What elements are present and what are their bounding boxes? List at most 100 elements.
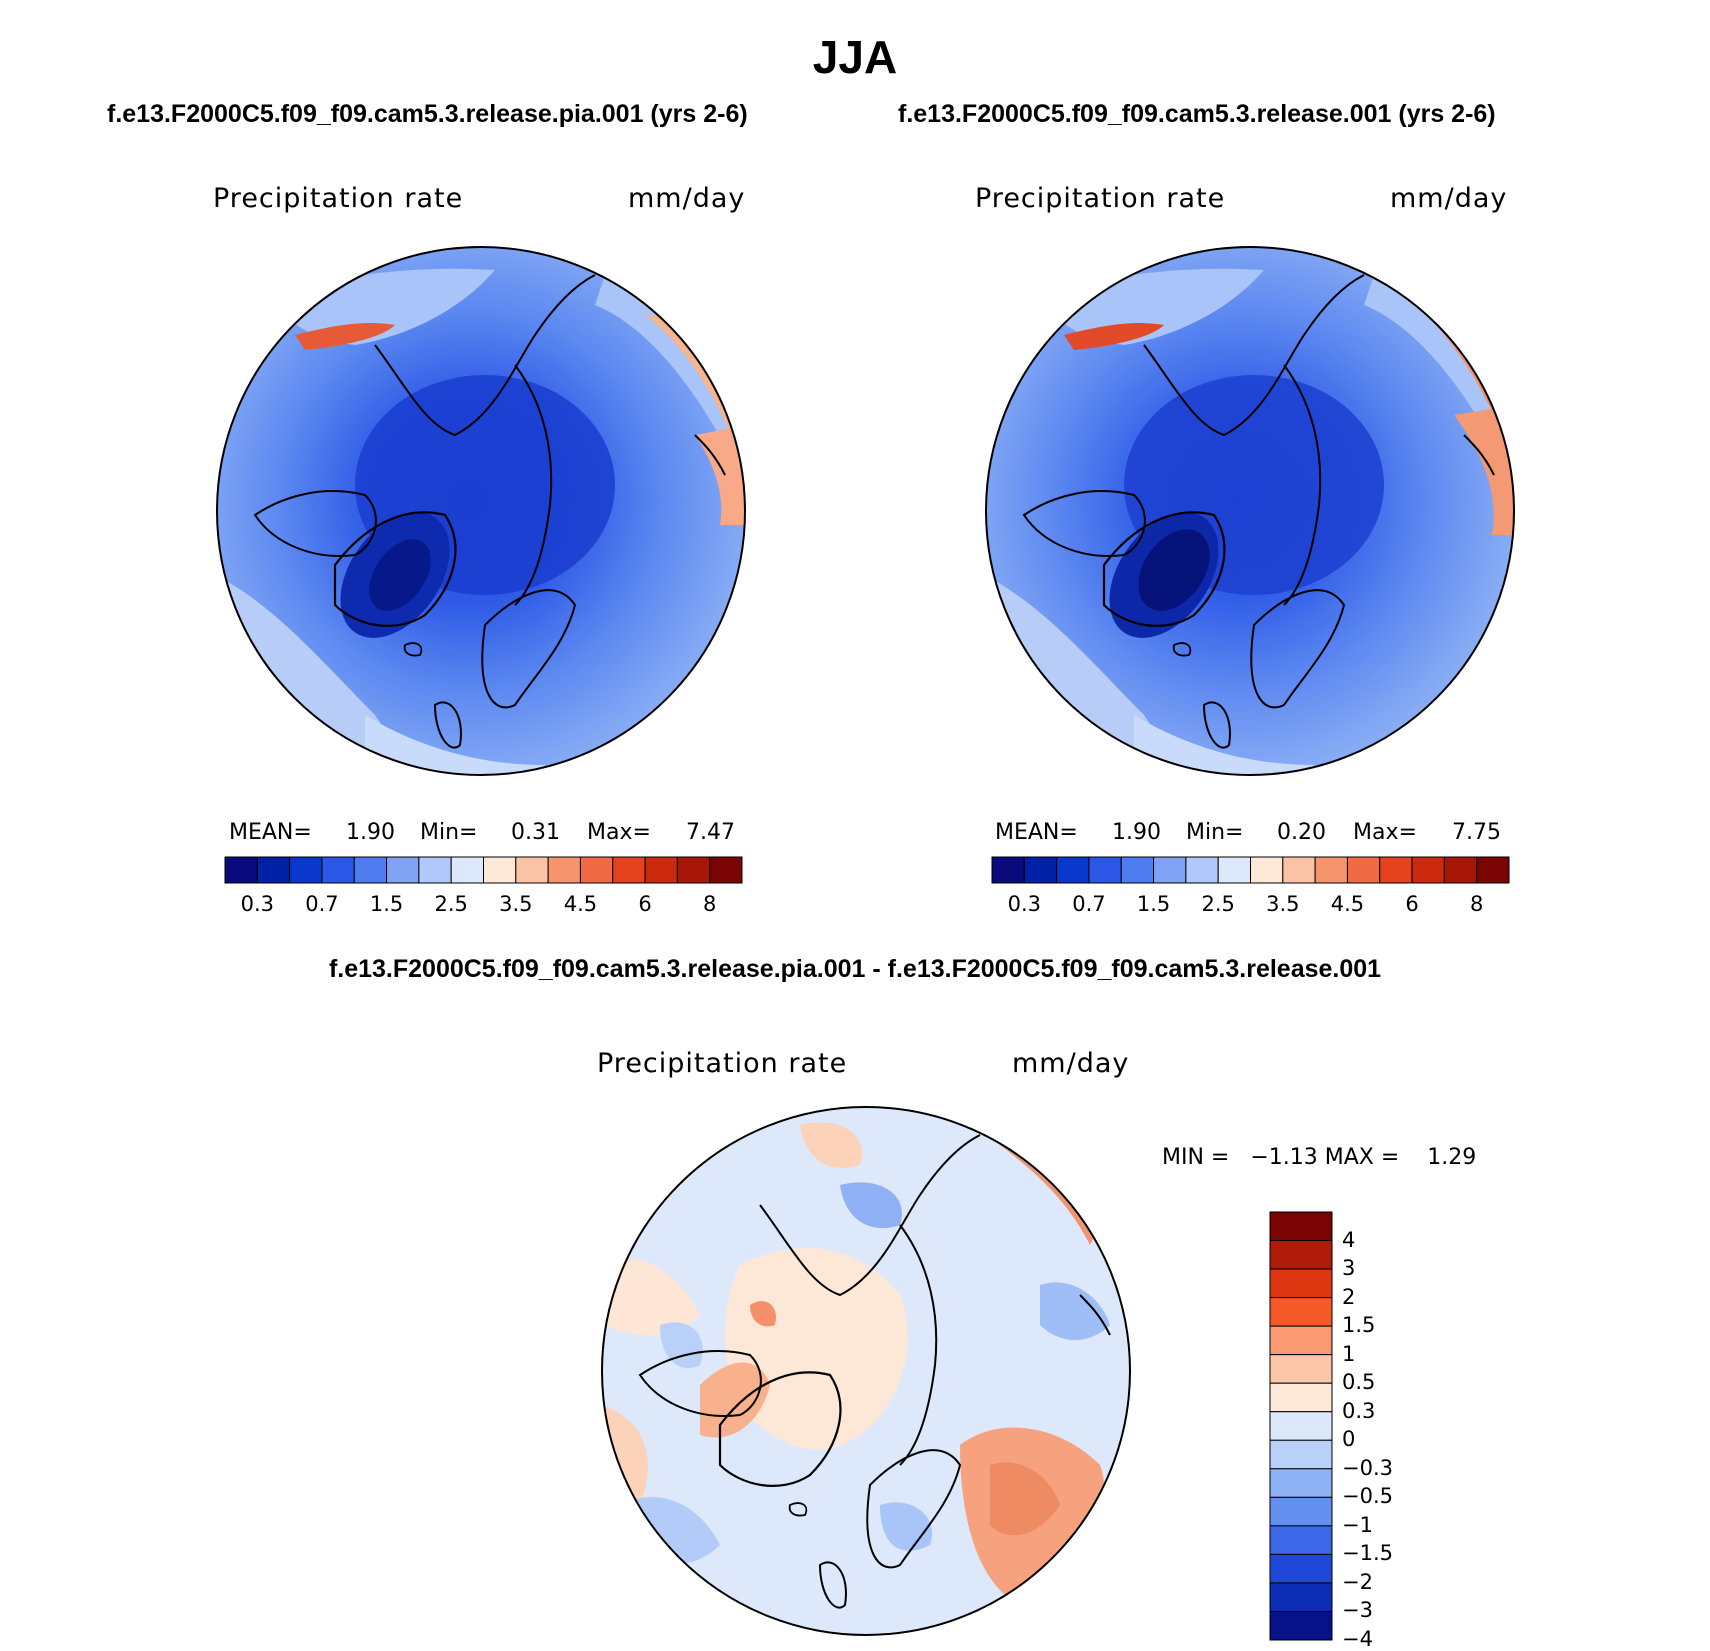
colorbar-right-swatch bbox=[1282, 856, 1316, 884]
panel-right-variable: Precipitation rate bbox=[975, 183, 1226, 214]
colorbar-difference-tick-label: 3 bbox=[1342, 1256, 1356, 1281]
panel-left-mean-value: 1.90 bbox=[346, 820, 395, 845]
colorbar-right-swatch bbox=[1120, 856, 1155, 884]
colorbar-left-swatch bbox=[224, 856, 258, 884]
colorbar-right-tick-label: 8 bbox=[1470, 892, 1484, 916]
colorbar-right-swatch bbox=[1250, 856, 1284, 884]
colorbar-left-swatch bbox=[676, 856, 711, 884]
panel-right-min-label: Min= bbox=[1186, 820, 1244, 845]
colorbar-difference-swatch bbox=[1269, 1610, 1333, 1641]
panel-right-mean-label: MEAN= bbox=[995, 820, 1078, 845]
panel-right-max-label: Max= bbox=[1353, 820, 1417, 845]
panel-left-min-value: 0.31 bbox=[511, 820, 560, 845]
colorbar-difference-tick-label: −0.3 bbox=[1342, 1455, 1393, 1480]
colorbar-left-tick-label: 0.7 bbox=[305, 892, 339, 916]
map-left bbox=[216, 246, 746, 776]
panel-left-mean-label: MEAN= bbox=[229, 820, 312, 845]
panel-right-min-value: 0.20 bbox=[1277, 820, 1326, 845]
colorbar-difference-swatch bbox=[1269, 1325, 1333, 1356]
colorbar-difference bbox=[1269, 1211, 1333, 1641]
panel-left-max-label: Max= bbox=[587, 820, 651, 845]
colorbar-difference-swatch bbox=[1269, 1354, 1333, 1384]
colorbar-right-swatch bbox=[1023, 856, 1058, 884]
panel-left-case-title: f.e13.F2000C5.f09_f09.cam5.3.release.pia… bbox=[107, 100, 748, 128]
colorbar-left-swatch bbox=[644, 856, 678, 884]
panel-left-max-value: 7.47 bbox=[686, 820, 735, 845]
colorbar-left-labels: 0.3 0.7 1.5 2.5 3.5 4.5 6 8 bbox=[225, 892, 742, 918]
map-right bbox=[985, 246, 1515, 776]
difference-min-max: MIN = −1.13 MAX = 1.29 bbox=[1162, 1145, 1477, 1170]
colorbar-difference-swatch bbox=[1269, 1211, 1333, 1242]
colorbar-difference-tick-label: −1.5 bbox=[1342, 1541, 1393, 1566]
colorbar-difference-swatch bbox=[1269, 1582, 1333, 1612]
colorbar-difference-tick-label: −3 bbox=[1342, 1598, 1373, 1623]
colorbar-right-swatch bbox=[1185, 856, 1219, 884]
colorbar-right-swatch bbox=[991, 856, 1025, 884]
colorbar-left-swatch bbox=[547, 856, 581, 884]
colorbar-left-swatch bbox=[612, 856, 646, 884]
colorbar-left-swatch bbox=[450, 856, 484, 884]
colorbar-right-tick-label: 0.7 bbox=[1072, 892, 1106, 916]
colorbar-difference-swatch bbox=[1269, 1382, 1333, 1413]
colorbar-left-tick-label: 2.5 bbox=[434, 892, 468, 916]
panel-right-case-title: f.e13.F2000C5.f09_f09.cam5.3.release.001… bbox=[898, 100, 1496, 128]
colorbar-right-labels: 0.3 0.7 1.5 2.5 3.5 4.5 6 8 bbox=[992, 892, 1509, 918]
colorbar-left-swatch bbox=[579, 856, 614, 884]
colorbar-left bbox=[224, 856, 743, 884]
colorbar-difference-swatch bbox=[1269, 1468, 1333, 1498]
colorbar-left-tick-label: 6 bbox=[638, 892, 652, 916]
colorbar-left-swatch bbox=[289, 856, 323, 884]
colorbar-left-swatch bbox=[709, 856, 743, 884]
colorbar-difference-tick-label: 0.3 bbox=[1342, 1398, 1376, 1423]
colorbar-right bbox=[991, 856, 1510, 884]
colorbar-difference-swatch bbox=[1269, 1268, 1333, 1299]
panel-right-max-value: 7.75 bbox=[1452, 820, 1501, 845]
panel-right-units: mm/day bbox=[1390, 183, 1508, 214]
colorbar-right-swatch bbox=[1217, 856, 1251, 884]
colorbar-right-swatch bbox=[1379, 856, 1413, 884]
colorbar-left-swatch bbox=[483, 856, 517, 884]
colorbar-left-tick-label: 0.3 bbox=[240, 892, 275, 916]
panel-right-mean-value: 1.90 bbox=[1112, 820, 1161, 845]
colorbar-difference-swatch bbox=[1269, 1411, 1333, 1441]
colorbar-right-tick-label: 6 bbox=[1405, 892, 1419, 916]
map-difference bbox=[601, 1106, 1131, 1636]
colorbar-difference-tick-label: 1.5 bbox=[1342, 1313, 1376, 1338]
colorbar-left-tick-label: 8 bbox=[703, 892, 717, 916]
colorbar-difference-swatch bbox=[1269, 1240, 1333, 1270]
figure-title: JJA bbox=[812, 31, 898, 83]
colorbar-difference-tick-label: 0.5 bbox=[1342, 1370, 1376, 1395]
colorbar-left-swatch bbox=[353, 856, 388, 884]
colorbar-right-swatch bbox=[1153, 856, 1187, 884]
colorbar-difference-swatch bbox=[1269, 1525, 1333, 1555]
colorbar-difference-tick-label: 2 bbox=[1342, 1284, 1356, 1309]
colorbar-difference-tick-label: −0.5 bbox=[1342, 1484, 1393, 1509]
colorbar-difference-tick-label: −4 bbox=[1342, 1627, 1373, 1651]
panel-left-units: mm/day bbox=[628, 183, 746, 214]
colorbar-difference-swatch bbox=[1269, 1496, 1333, 1527]
difference-variable: Precipitation rate bbox=[597, 1048, 848, 1079]
colorbar-right-tick-label: 1.5 bbox=[1136, 892, 1171, 916]
colorbar-difference-tick-label: 1 bbox=[1342, 1341, 1356, 1366]
colorbar-right-tick-label: 2.5 bbox=[1201, 892, 1235, 916]
colorbar-left-swatch bbox=[418, 856, 452, 884]
panel-left-variable: Precipitation rate bbox=[213, 183, 464, 214]
colorbar-right-swatch bbox=[1443, 856, 1478, 884]
colorbar-right-swatch bbox=[1314, 856, 1348, 884]
colorbar-right-tick-label: 0.3 bbox=[1007, 892, 1042, 916]
colorbar-right-tick-label: 4.5 bbox=[1330, 892, 1365, 916]
colorbar-left-tick-label: 4.5 bbox=[563, 892, 598, 916]
difference-title: f.e13.F2000C5.f09_f09.cam5.3.release.pia… bbox=[328, 955, 1382, 983]
colorbar-right-tick-label: 3.5 bbox=[1266, 892, 1300, 916]
colorbar-left-swatch bbox=[321, 856, 355, 884]
colorbar-difference-swatch bbox=[1269, 1553, 1333, 1584]
colorbar-right-swatch bbox=[1088, 856, 1122, 884]
colorbar-difference-tick-label: 0 bbox=[1342, 1427, 1356, 1452]
colorbar-right-swatch bbox=[1476, 856, 1510, 884]
colorbar-difference-labels: 4 3 2 1.5 1 0.5 0.3 0 −0.3 −0.5 −1 −1.5 −2 −3 −4 bbox=[1342, 1212, 1432, 1651]
colorbar-right-swatch bbox=[1346, 856, 1381, 884]
colorbar-difference-tick-label: 4 bbox=[1342, 1227, 1356, 1252]
colorbar-left-swatch bbox=[386, 856, 420, 884]
colorbar-right-swatch bbox=[1411, 856, 1445, 884]
difference-units: mm/day bbox=[1012, 1048, 1130, 1079]
